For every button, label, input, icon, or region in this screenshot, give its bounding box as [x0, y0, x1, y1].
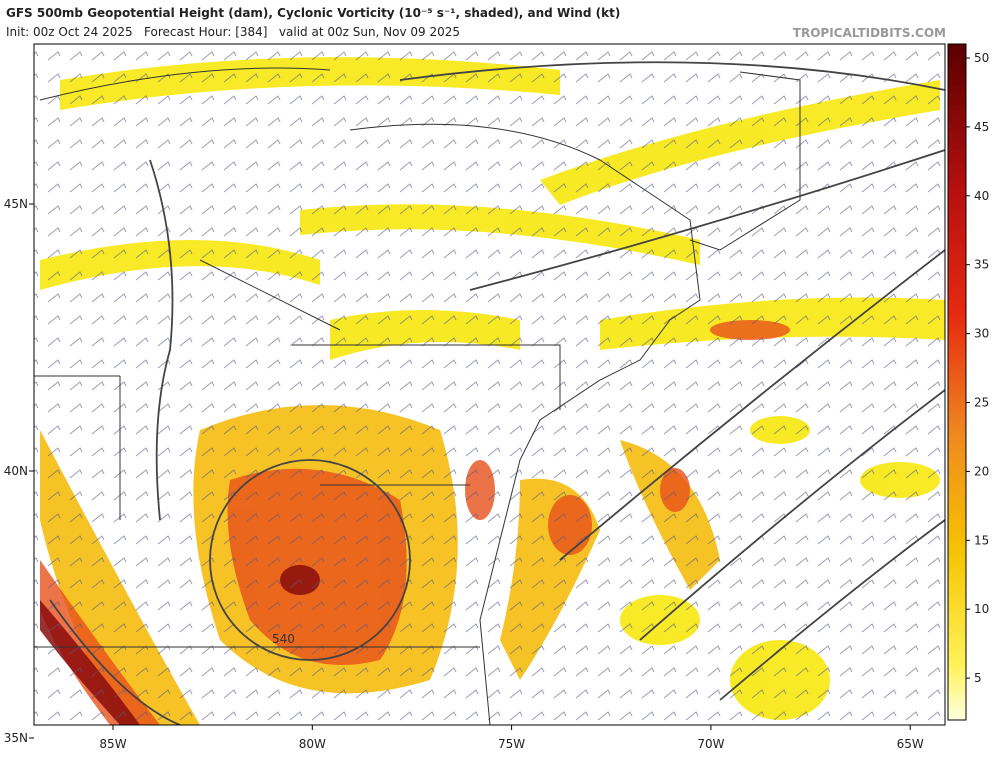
x-label: 70W: [697, 737, 724, 751]
colorbar-label: 50: [974, 51, 989, 65]
colorbar-label: 5: [974, 671, 982, 685]
x-label: 65W: [897, 737, 924, 751]
x-label: 80W: [299, 737, 326, 751]
colorbar-label: 40: [974, 189, 989, 203]
colorbar-label: 45: [974, 120, 989, 134]
brand: TROPICALTIDBITS.COM: [793, 26, 946, 40]
map: 540: [34, 44, 945, 725]
colorbar-label: 15: [974, 533, 989, 547]
colorbar-label: 20: [974, 464, 989, 478]
y-label: 35N: [4, 731, 28, 745]
subtitle: Init: 00z Oct 24 2025 Forecast Hour: [38…: [6, 25, 460, 39]
axes: 85W 80W 75W 70W 65W 45N 40N 35N: [4, 197, 924, 751]
contour-label: 540: [272, 632, 295, 646]
y-label: 40N: [4, 464, 28, 478]
colorbar-label: 10: [974, 602, 989, 616]
y-label: 45N: [4, 197, 28, 211]
map-frame: [33, 43, 946, 726]
x-label: 75W: [498, 737, 525, 751]
x-label: 85W: [99, 737, 126, 751]
colorbar-label: 30: [974, 327, 989, 341]
title: GFS 500mb Geopotential Height (dam), Cyc…: [6, 6, 620, 20]
colorbar: [947, 43, 967, 721]
colorbar-label: 25: [974, 396, 989, 410]
colorbar-label: 35: [974, 258, 989, 272]
colorbar-ticks: 5 10 15 20 25 30 35 40 45 50: [966, 51, 989, 685]
